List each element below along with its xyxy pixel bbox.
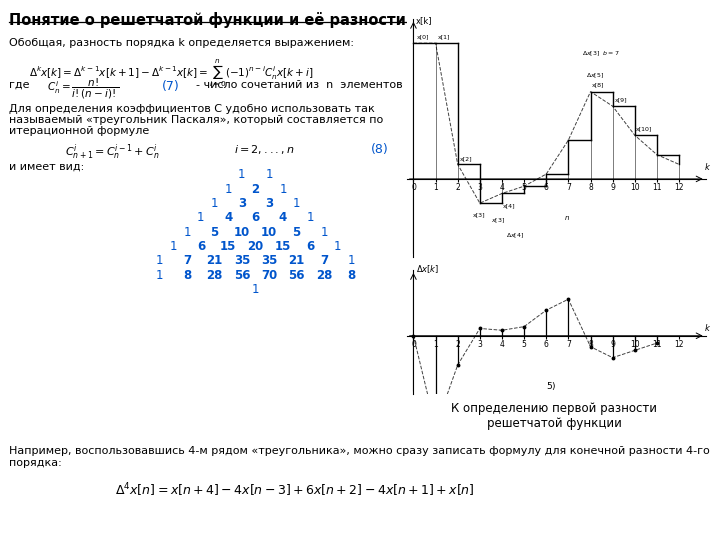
Text: 1: 1 <box>156 269 163 282</box>
Text: $\Delta x[5]$: $\Delta x[5]$ <box>586 71 604 80</box>
Text: $C_n^i = \dfrac{n!}{i!(n-i)!}$: $C_n^i = \dfrac{n!}{i!(n-i)!}$ <box>47 77 120 101</box>
Text: x[10]: x[10] <box>636 126 652 131</box>
Text: 21: 21 <box>207 254 222 267</box>
Text: 1: 1 <box>252 283 259 296</box>
Text: 5: 5 <box>210 226 219 239</box>
Text: 1: 1 <box>320 226 328 239</box>
Text: где: где <box>9 80 30 90</box>
Text: 4: 4 <box>279 212 287 225</box>
Text: 1: 1 <box>334 240 341 253</box>
Text: 10: 10 <box>234 226 250 239</box>
Text: 8: 8 <box>183 269 192 282</box>
Text: 7: 7 <box>183 254 192 267</box>
Text: 6: 6 <box>306 240 315 253</box>
Text: 4: 4 <box>224 212 233 225</box>
Text: x[8]: x[8] <box>593 83 605 88</box>
Text: 1: 1 <box>293 197 300 210</box>
Text: $i = 2, ..., n$: $i = 2, ..., n$ <box>234 143 294 156</box>
Text: $x[3]$: $x[3]$ <box>491 217 505 225</box>
Text: 70: 70 <box>261 269 277 282</box>
Text: Понятие о решетчатой функции и её разности: Понятие о решетчатой функции и её разнос… <box>9 12 406 29</box>
Text: 1: 1 <box>266 168 273 181</box>
Text: 1: 1 <box>225 183 232 196</box>
Text: x[9]: x[9] <box>614 97 627 103</box>
Text: 1: 1 <box>238 168 246 181</box>
Text: Для определения коэффициентов С удобно использовать так: Для определения коэффициентов С удобно и… <box>9 104 375 114</box>
Text: 10: 10 <box>261 226 277 239</box>
Text: 3: 3 <box>238 197 246 210</box>
Text: - число сочетаний из  n  элементов по  i.: - число сочетаний из n элементов по i. <box>196 80 433 90</box>
Text: x[2]: x[2] <box>460 157 472 161</box>
Text: 56: 56 <box>289 269 305 282</box>
Text: порядка:: порядка: <box>9 458 62 468</box>
Text: 1: 1 <box>170 240 177 253</box>
Text: $n$: $n$ <box>564 214 570 222</box>
Text: 1: 1 <box>211 197 218 210</box>
Text: $\Delta x[3]$  $b=7$: $\Delta x[3]$ $b=7$ <box>582 50 620 58</box>
Text: 28: 28 <box>207 269 222 282</box>
Text: 1: 1 <box>279 183 287 196</box>
Text: x[1]: x[1] <box>438 35 450 39</box>
Text: 1: 1 <box>156 254 163 267</box>
Text: 20: 20 <box>248 240 264 253</box>
Text: 56: 56 <box>234 269 250 282</box>
Text: 7: 7 <box>320 254 328 267</box>
Text: $\Delta^k x[k] = \Delta^{k-1} x[k+1] - \Delta^{k-1} x[k] = \sum_{i=0}^{n}(-1)^{n: $\Delta^k x[k] = \Delta^{k-1} x[k+1] - \… <box>29 58 313 90</box>
Text: 21: 21 <box>289 254 305 267</box>
Text: 8: 8 <box>347 269 356 282</box>
Text: и имеет вид:: и имеет вид: <box>9 162 85 172</box>
Text: 2: 2 <box>251 183 260 196</box>
Text: 15: 15 <box>220 240 236 253</box>
Text: 1: 1 <box>348 254 355 267</box>
Text: $\Delta^4 x[n] = x[n+4] - 4x[n-3] + 6x[n+2] - 4x[n+1] + x[n]$: $\Delta^4 x[n] = x[n+4] - 4x[n-3] + 6x[n… <box>115 482 475 499</box>
Text: итерационной формуле: итерационной формуле <box>9 126 150 137</box>
Text: $\Delta x[4]$: $\Delta x[4]$ <box>506 232 525 240</box>
Text: Например, воспользовавшись 4-м рядом «треугольника», можно сразу записать формул: Например, воспользовавшись 4-м рядом «тр… <box>9 446 710 456</box>
Text: k: k <box>704 163 709 172</box>
Text: 15: 15 <box>275 240 291 253</box>
Text: $\Delta x[k]$: $\Delta x[k]$ <box>416 263 439 275</box>
Text: 35: 35 <box>234 254 250 267</box>
Text: x[4]: x[4] <box>503 203 516 208</box>
Text: 5: 5 <box>292 226 301 239</box>
Text: 1: 1 <box>197 212 204 225</box>
Text: 3: 3 <box>265 197 274 210</box>
Text: 28: 28 <box>316 269 332 282</box>
Text: 1: 1 <box>184 226 191 239</box>
Text: К определению первой разности
решетчатой функции: К определению первой разности решетчатой… <box>451 402 657 430</box>
Text: k: k <box>704 325 709 333</box>
Text: x[k]: x[k] <box>416 16 433 25</box>
Text: Обобщая, разность порядка k определяется выражением:: Обобщая, разность порядка k определяется… <box>9 38 354 48</box>
Text: $C_{n+1}^i = C_n^{i-1} + C_n^i$: $C_{n+1}^i = C_n^{i-1} + C_n^i$ <box>65 143 159 162</box>
Text: x[0]: x[0] <box>417 35 429 39</box>
Text: (6): (6) <box>457 55 474 68</box>
Text: $5)$: $5)$ <box>546 380 557 392</box>
Text: 35: 35 <box>261 254 277 267</box>
Text: (8): (8) <box>371 143 389 156</box>
Text: называемый «треугольник Паскаля», который составляется по: называемый «треугольник Паскаля», которы… <box>9 115 384 125</box>
Text: 6: 6 <box>197 240 205 253</box>
Text: x[3]: x[3] <box>473 213 486 218</box>
Text: (7): (7) <box>162 80 180 93</box>
Text: 1: 1 <box>307 212 314 225</box>
Text: 6: 6 <box>251 212 260 225</box>
